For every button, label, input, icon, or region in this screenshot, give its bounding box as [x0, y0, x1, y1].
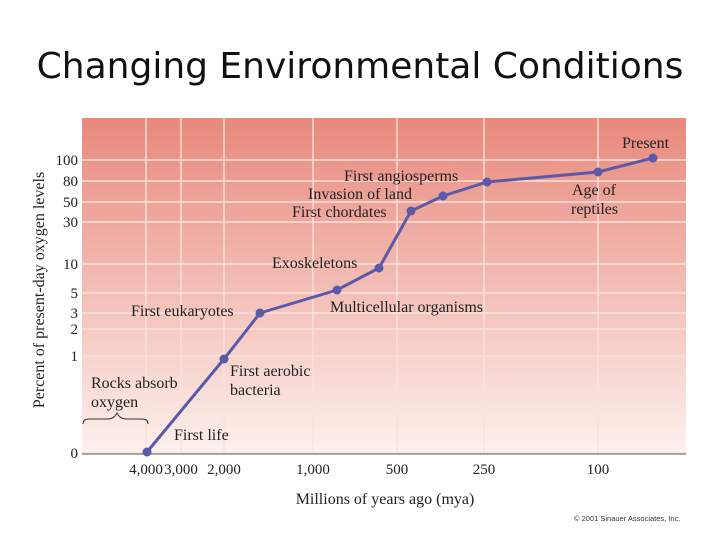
grid	[82, 118, 686, 455]
annotation-bacteria: bacteria	[230, 382, 281, 399]
x-axis-label: Millions of years ago (mya)	[296, 491, 475, 508]
annotation-invasion-of-land: Invasion of land	[308, 186, 412, 203]
y-tick-label: 3	[71, 306, 79, 322]
y-axis-label: Percent of present-day oxygen levels	[31, 172, 48, 408]
copyright-credit: © 2001 Sinauer Associates, Inc.	[574, 514, 681, 523]
annotation-rocks-absorb: Rocks absorb	[91, 375, 178, 392]
y-tick-label: 0	[71, 446, 79, 462]
x-tick-label: 4,000	[129, 462, 163, 478]
data-point	[593, 167, 603, 177]
annotation-first-life: First life	[174, 427, 229, 444]
annotation-age-of: Age of	[572, 182, 617, 199]
x-tick-label: 500	[386, 462, 409, 478]
annotation-first-aerobic: First aerobic	[230, 363, 310, 380]
x-tick-label: 3,000	[164, 462, 198, 478]
data-point	[332, 285, 342, 295]
data-point	[219, 354, 229, 364]
annotation-first-angiosperms: First angiosperms	[344, 168, 458, 185]
x-tick-label: 250	[473, 462, 496, 478]
annotation-multicellular-organisms: Multicellular organisms	[330, 299, 483, 316]
annotation-present: Present	[622, 135, 670, 152]
y-tick-label: 2	[71, 322, 79, 338]
x-tick-label: 2,000	[207, 462, 241, 478]
slide-title: Changing Environmental Conditions	[36, 46, 684, 87]
oxygen-line	[145, 156, 654, 453]
y-tick-label: 30	[63, 215, 78, 231]
data-point	[482, 177, 492, 187]
data-point	[255, 308, 265, 318]
x-tick-label: 100	[587, 462, 610, 478]
annotation-first-eukaryotes: First eukaryotes	[131, 303, 234, 320]
data-points	[142, 153, 658, 457]
y-tick-label: 80	[63, 174, 78, 190]
data-point	[648, 153, 658, 163]
data-point	[406, 206, 416, 216]
y-tick-label: 10	[63, 257, 78, 273]
y-tick-label: 5	[71, 286, 79, 302]
data-point	[374, 263, 384, 273]
annotation-exoskeletons: Exoskeletons	[272, 255, 357, 272]
x-tick-label: 1,000	[296, 462, 330, 478]
annotation-first-chordates: First chordates	[292, 204, 387, 221]
y-tick-label: 1	[71, 349, 79, 365]
annotation-reptiles: reptiles	[571, 201, 618, 218]
data-point	[142, 447, 152, 457]
annotation-oxygen: oxygen	[91, 394, 138, 411]
y-tick-label: 100	[56, 153, 79, 169]
y-tick-label: 50	[63, 195, 78, 211]
data-point	[438, 191, 448, 201]
x-axis: 4,000 3,000 2,000 1,000 500 250 100	[129, 462, 609, 478]
bracket	[82, 411, 149, 425]
